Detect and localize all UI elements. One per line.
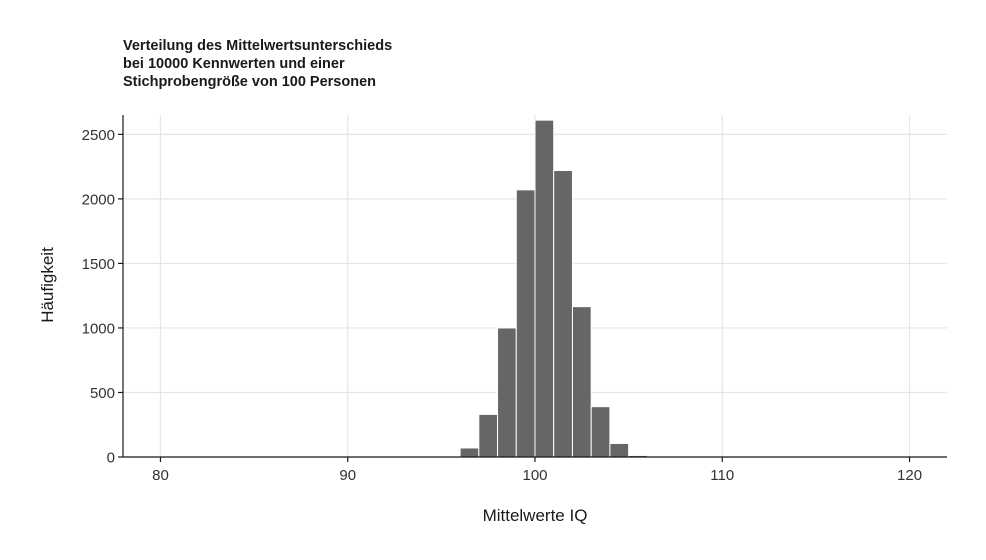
- histogram-bar: [497, 327, 517, 458]
- histogram-bars: [440, 119, 648, 458]
- chart-title: Verteilung des Mittelwertsunterschieds b…: [123, 37, 392, 91]
- chart-title-line-2: bei 10000 Kennwerten und einer: [123, 56, 345, 72]
- x-tick-label: 100: [522, 467, 547, 484]
- y-tick-label: 2500: [82, 127, 115, 144]
- histogram-bar: [553, 169, 573, 458]
- histogram-bar: [571, 306, 592, 458]
- y-axis-label: Häufigkeit: [38, 247, 57, 323]
- y-tick-label: 0: [107, 450, 115, 467]
- histogram-bar: [459, 447, 480, 458]
- y-tick-label: 2000: [82, 191, 115, 208]
- histogram-bar: [478, 413, 499, 458]
- tick-labels: 0 500 1000 1500 2000 2500 80 90 100 110 120: [82, 127, 922, 484]
- x-axis-label: Mittelwerte IQ: [483, 506, 588, 525]
- x-tick-label: 90: [339, 467, 356, 484]
- chart-title-line-1: Verteilung des Mittelwertsunterschieds: [123, 38, 393, 54]
- histogram-bar: [609, 442, 630, 458]
- y-tick-label: 500: [90, 385, 115, 402]
- x-tick-label: 110: [710, 467, 734, 484]
- y-tick-label: 1500: [82, 256, 115, 273]
- chart-title-line-3: Stichprobengröße von 100 Personen: [123, 74, 376, 90]
- x-tick-label: 80: [152, 467, 169, 484]
- histogram-bar: [590, 406, 611, 458]
- y-tick-label: 1000: [82, 320, 115, 337]
- x-tick-label: 120: [897, 467, 922, 484]
- histogram-bar: [515, 189, 536, 458]
- histogram-bar: [534, 119, 555, 458]
